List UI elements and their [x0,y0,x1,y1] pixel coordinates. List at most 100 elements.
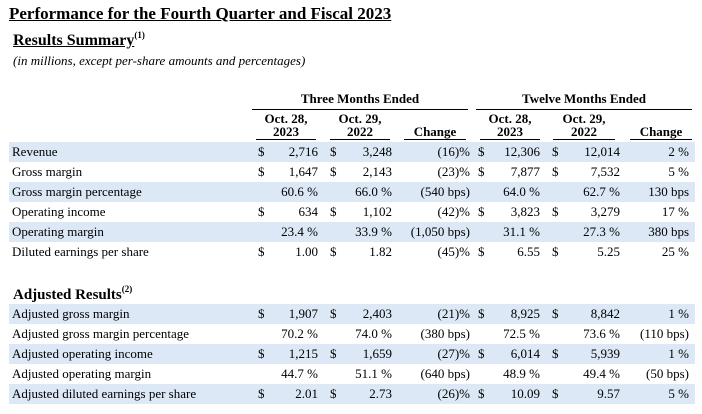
col-q-oct29: Oct. 29, 2022 [330,112,390,140]
cell-y2-cur: $ [552,244,559,259]
row-label: Adjusted operating income [12,346,153,361]
cell-y1-cur: $ [478,386,485,401]
cell-y1: 12,306 [504,144,540,159]
row-label: Operating margin [12,224,104,239]
cell-qc: (45)% [437,244,471,259]
cell-y1: 31.1 % [503,224,540,239]
col-y-oct29-line1: Oct. 29, [562,111,606,126]
table-row: Adjusted gross margin $1,907 $2,403 (21)% $8… [9,304,695,324]
cell-qc: (42)% [437,204,471,219]
table-row: Gross margin percentage 60.6 % 66.0 % (540 … [9,182,695,202]
table-row: Adjusted diluted earnings per share $2.01… [9,384,695,404]
table-row: Gross margin $1,647 $2,143 (23)% $7,877 $7,53… [9,162,695,182]
adjusted-results-footnote-ref: (2) [121,284,133,294]
cell-q1-cur: $ [258,164,265,179]
col-q-oct28-line2: 2023 [256,125,316,140]
cell-q1-cur: $ [258,144,265,159]
row-label: Adjusted gross margin [12,306,130,321]
cell-q1: 2.01 [295,386,318,401]
cell-q1: 1,215 [288,346,318,361]
col-q-oct29-line2: 2022 [330,125,390,140]
cell-y1-cur: $ [478,144,485,159]
cell-yc: 380 bps [648,224,689,239]
cell-y2: 7,532 [590,164,620,179]
cell-y2: 49.4 % [583,366,620,381]
units-note: (in millions, except per-share amounts a… [13,53,306,68]
cell-y1-cur: $ [478,164,485,179]
cell-q2: 1,659 [362,346,392,361]
cell-q1: 634 [298,204,319,219]
cell-yc: 5 % [668,164,689,179]
cell-q2: 1,102 [362,204,392,219]
table-row: Operating margin 23.4 % 33.9 % (1,050 bps) 3… [9,222,695,242]
cell-y1: 6.55 [517,244,540,259]
cell-yc: 17 % [661,204,689,219]
cell-q2-cur: $ [330,386,337,401]
cell-y1-cur: $ [478,244,485,259]
cell-q2-cur: $ [330,164,337,179]
cell-yc: 130 bps [648,184,689,199]
row-label: Revenue [12,144,58,159]
cell-q1: 23.4 % [281,224,318,239]
col-y-oct28: Oct. 28, 2023 [480,112,540,140]
cell-y1: 10.09 [510,386,540,401]
results-summary-title: Results Summary [13,32,135,49]
cell-q2: 2,403 [362,306,392,321]
cell-y1: 64.0 % [503,184,540,199]
results-summary-footnote-ref: (1) [134,30,145,40]
three-months-header: Three Months Ended [252,91,468,110]
cell-q2: 2,143 [362,164,392,179]
row-label: Gross margin [12,164,83,179]
table-row: Revenue $2,716 $3,248 (16)% $12,306 $12,014 2 … [9,142,695,162]
cell-q1-cur: $ [258,346,265,361]
cell-y2: 8,842 [590,306,620,321]
row-label: Adjusted gross margin percentage [12,326,190,341]
cell-q1: 1.00 [295,244,318,259]
row-label: Diluted earnings per share [12,244,149,259]
adjusted-results-title: Adjusted Results [13,287,122,303]
cell-qc: (380 bps) [420,326,470,341]
twelve-months-header: Twelve Months Ended [476,91,692,110]
cell-y2-cur: $ [552,204,559,219]
col-q-oct29-line1: Oct. 29, [338,111,382,126]
cell-y1-cur: $ [478,204,485,219]
cell-qc: (540 bps) [420,184,470,199]
cell-yc: 2 % [668,144,689,159]
cell-q2: 3,248 [362,144,392,159]
cell-q2: 33.9 % [355,224,392,239]
cell-q1: 60.6 % [281,184,318,199]
cell-q1: 70.2 % [281,326,318,341]
cell-q1: 1,647 [288,164,318,179]
cell-y2-cur: $ [552,386,559,401]
cell-q1: 1,907 [288,306,318,321]
cell-q2-cur: $ [330,144,337,159]
cell-qc: (26)% [437,386,471,401]
cell-y1: 72.5 % [503,326,540,341]
adjusted-results-heading: Adjusted Results(2) [13,284,132,304]
cell-q2: 1.82 [369,244,392,259]
cell-y1: 8,925 [510,306,540,321]
row-label: Adjusted diluted earnings per share [12,386,197,401]
cell-y1-cur: $ [478,306,485,321]
cell-q2: 74.0 % [355,326,392,341]
cell-yc: 5 % [668,386,689,401]
row-label: Adjusted operating margin [12,366,152,381]
col-y-oct29-line2: 2022 [553,125,615,140]
cell-q1: 44.7 % [281,366,318,381]
row-label: Operating income [12,204,106,219]
table-row: Adjusted operating margin 44.7 % 51.1 % (64… [9,364,695,384]
cell-y1: 6,014 [510,346,540,361]
cell-q2-cur: $ [330,204,337,219]
cell-qc: (23)% [437,164,471,179]
cell-y2: 27.3 % [583,224,620,239]
cell-y1: 7,877 [510,164,540,179]
col-y-oct28-line2: 2023 [480,125,540,140]
table-row: Adjusted operating income $1,215 $1,659 (27… [9,344,695,364]
col-q-oct28-line1: Oct. 28, [264,111,308,126]
col-y-oct29: Oct. 29, 2022 [553,112,615,140]
table-row: Operating income $634 $1,102 (42)% $3,823 $3,… [9,202,695,222]
col-q-oct28: Oct. 28, 2023 [256,112,316,140]
page-title: Performance for the Fourth Quarter and F… [9,4,392,23]
results-summary-heading: Results Summary(1) [13,30,145,50]
row-label: Gross margin percentage [12,184,142,199]
